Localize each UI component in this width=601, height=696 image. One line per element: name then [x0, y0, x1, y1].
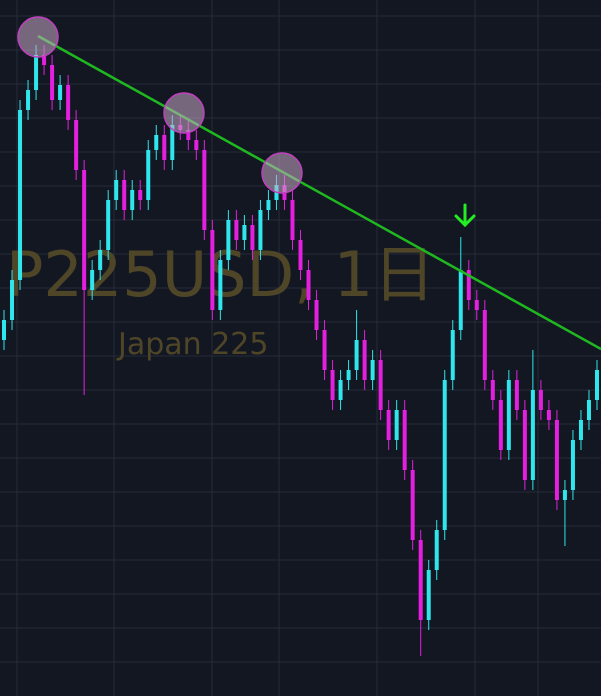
candle-body [162, 135, 167, 160]
candle-body [434, 530, 439, 570]
candle-body [506, 380, 511, 450]
candle-body [2, 320, 7, 340]
candle-body [34, 55, 39, 90]
candle-body [554, 420, 559, 500]
candle-body [514, 380, 519, 410]
candle-body [186, 130, 191, 140]
candle-body [250, 225, 255, 250]
candle-body [490, 380, 495, 400]
candle-body [522, 410, 527, 480]
candle-body [290, 200, 295, 240]
candle-body [370, 360, 375, 380]
candle-body [258, 210, 263, 250]
arrow-marker [454, 203, 476, 228]
candle-body [402, 410, 407, 470]
candle-body [234, 220, 239, 240]
candle-body [50, 65, 55, 100]
candle-body [466, 270, 471, 300]
candle-body [546, 410, 551, 420]
candle-body [474, 300, 479, 310]
candle-body [242, 225, 247, 240]
candle-body [298, 240, 303, 270]
candle-body [386, 410, 391, 440]
candle-body [170, 125, 175, 160]
candle-body [530, 390, 535, 480]
candle-body [266, 200, 271, 210]
touch-marker [163, 92, 205, 134]
candles [2, 45, 599, 656]
candle-body [562, 490, 567, 500]
candle-body [210, 230, 215, 310]
touch-marker [17, 16, 59, 58]
candle-body [202, 150, 207, 230]
candle-body [138, 190, 143, 200]
candle-body [82, 170, 87, 290]
candle-body [378, 360, 383, 410]
candle-body [42, 55, 47, 65]
candle-body [154, 135, 159, 150]
candle-body [354, 340, 359, 370]
candle-body [578, 420, 583, 440]
candle-body [130, 190, 135, 210]
candle-body [394, 410, 399, 440]
candle-body [74, 120, 79, 170]
candle-body [458, 270, 463, 330]
candle-body [122, 180, 127, 210]
candle-body [418, 540, 423, 620]
candle-body [482, 310, 487, 380]
candle-body [570, 440, 575, 490]
candle-body [58, 85, 63, 100]
candle-body [90, 270, 95, 290]
candle-body [194, 140, 199, 150]
trend-line [37, 34, 601, 351]
candle-body [66, 85, 71, 120]
candle-body [98, 250, 103, 270]
candle-body [10, 280, 15, 320]
candle-body [306, 270, 311, 300]
candle-body [322, 330, 327, 370]
candle-body [426, 570, 431, 620]
candle-body [338, 380, 343, 400]
candle-body [450, 330, 455, 380]
candle-body [314, 300, 319, 330]
candle-body [442, 380, 447, 530]
candle-body [226, 220, 231, 260]
candle-body [106, 200, 111, 250]
candle-body [594, 370, 599, 400]
watermark-subtitle: Japan 225 [116, 327, 268, 362]
candle-body [146, 150, 151, 200]
touch-marker [261, 152, 303, 194]
candle-body [586, 400, 591, 420]
candle-body [346, 370, 351, 380]
candle-body [18, 110, 23, 280]
candle-body [330, 370, 335, 400]
candle-body [362, 340, 367, 380]
candle-body [538, 390, 543, 410]
candle-body [410, 470, 415, 540]
candle-body [218, 260, 223, 310]
candle-body [114, 180, 119, 200]
candle-body [498, 400, 503, 450]
candle-body [26, 90, 31, 110]
